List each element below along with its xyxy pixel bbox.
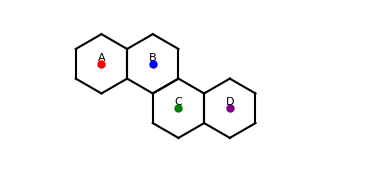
Text: B: B (149, 53, 157, 63)
Text: D: D (226, 97, 234, 107)
Text: C: C (175, 97, 182, 107)
Text: A: A (98, 53, 105, 63)
